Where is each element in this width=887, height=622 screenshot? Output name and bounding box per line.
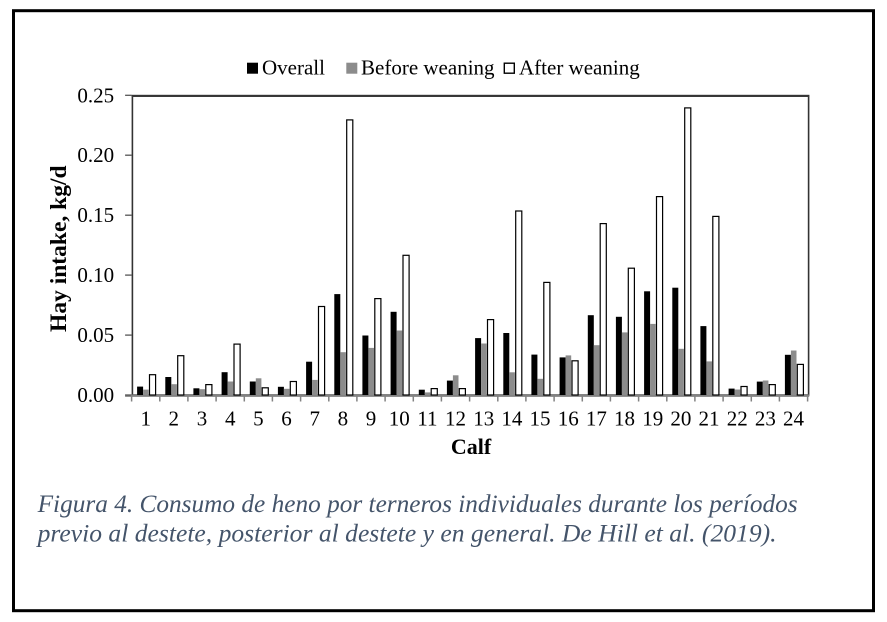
svg-text:16: 16 [558,406,579,430]
svg-text:17: 17 [586,406,607,430]
svg-text:10: 10 [389,406,410,430]
svg-text:7: 7 [309,406,320,430]
svg-text:Figura 4. Consumo de heno por: Figura 4. Consumo de heno por terneros i… [37,490,798,518]
svg-text:4: 4 [225,406,236,430]
svg-text:previo al destete, posterior a: previo al destete, posterior al destete … [36,519,777,548]
svg-text:0.25: 0.25 [77,83,114,107]
svg-text:11: 11 [417,406,437,430]
svg-text:Calf: Calf [451,434,492,459]
svg-text:12: 12 [445,406,466,430]
svg-text:8: 8 [338,406,349,430]
svg-text:22: 22 [727,406,748,430]
svg-text:Hay intake, kg/d: Hay intake, kg/d [46,165,72,332]
svg-text:0.00: 0.00 [77,383,114,407]
svg-text:5: 5 [253,406,264,430]
svg-text:0.20: 0.20 [77,143,114,167]
svg-text:1: 1 [140,406,151,430]
svg-text:3: 3 [197,406,208,430]
svg-text:Before weaning: Before weaning [361,56,495,80]
svg-text:0.05: 0.05 [77,323,114,347]
svg-text:24: 24 [783,406,805,430]
svg-text:0.15: 0.15 [77,203,114,227]
svg-text:9: 9 [366,406,377,430]
svg-text:21: 21 [699,406,720,430]
svg-text:After weaning: After weaning [519,56,640,80]
svg-text:2: 2 [169,406,180,430]
svg-text:6: 6 [281,406,292,430]
svg-text:18: 18 [614,406,635,430]
svg-text:14: 14 [501,406,523,430]
svg-text:23: 23 [755,406,776,430]
svg-text:13: 13 [473,406,494,430]
svg-text:0.10: 0.10 [77,263,114,287]
svg-text:15: 15 [530,406,551,430]
svg-text:20: 20 [670,406,691,430]
svg-text:19: 19 [642,406,663,430]
svg-text:Overall: Overall [262,56,325,80]
